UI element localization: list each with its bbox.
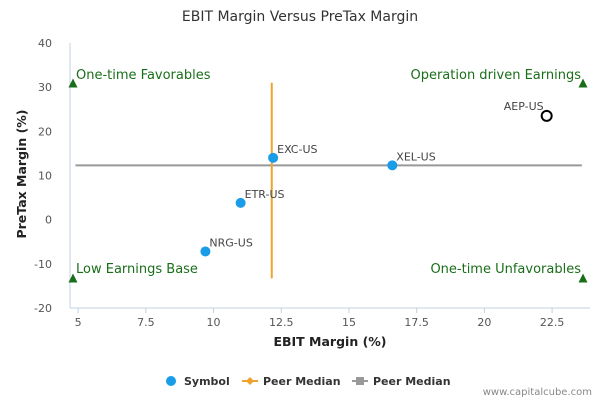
chart-title: EBIT Margin Versus PreTax Margin (182, 9, 418, 25)
y-axis-title: PreTax Margin (%) (14, 109, 29, 238)
data-point (387, 160, 398, 171)
legend-label: Peer Median (373, 375, 451, 388)
x-tick-label: 10 (207, 316, 221, 329)
x-tick-label: 15 (342, 316, 356, 329)
legend-label: Symbol (184, 375, 230, 388)
y-tick-label: 0 (45, 214, 52, 227)
legend-marker-square (356, 377, 364, 385)
legend-label: Peer Median (263, 375, 341, 388)
y-tick-label: -10 (34, 258, 52, 271)
legend-marker-diamond (246, 377, 254, 385)
quadrant-label: One-time Favorables (76, 68, 211, 83)
x-tick-label: 12.5 (269, 316, 294, 329)
y-tick-label: 20 (38, 125, 52, 138)
credit-text: www.capitalcube.com (483, 387, 592, 398)
x-tick-label: 7.5 (137, 316, 155, 329)
y-tick-label: -20 (34, 302, 52, 315)
data-point (268, 152, 279, 163)
quadrant-marker-triangle (578, 78, 588, 88)
data-point-label: AEP-US (504, 100, 544, 113)
data-point (235, 197, 246, 208)
quadrant-marker-triangle (578, 273, 588, 283)
legend-marker-circle (166, 376, 176, 386)
y-tick-label: 40 (38, 37, 52, 50)
quadrant-marker-triangle (68, 78, 78, 88)
x-tick-label: 5 (75, 316, 82, 329)
quadrant-marker-triangle (68, 273, 78, 283)
data-point-label: XEL-US (396, 150, 435, 163)
data-point-label: EXC-US (277, 143, 317, 156)
x-tick-label: 17.5 (404, 316, 429, 329)
x-tick-label: 20 (477, 316, 491, 329)
data-point-label: NRG-US (209, 236, 252, 249)
quadrant-label: Operation driven Earnings (410, 68, 581, 83)
y-tick-label: 30 (38, 81, 52, 94)
legend: Symbol Peer Median Peer Median (166, 375, 451, 388)
data-point (540, 109, 553, 122)
x-axis-title: EBIT Margin (%) (273, 334, 386, 349)
data-point-label: ETR-US (245, 188, 285, 201)
y-tick-label: 10 (38, 170, 52, 183)
quadrant-label: Low Earnings Base (76, 262, 198, 277)
x-tick-label: 22.5 (540, 316, 565, 329)
data-point (200, 246, 211, 257)
plot-area: 5 7.5 10 12.5 15 17.5 20 22.5 40 30 20 10 0 -10 -20 One… (34, 37, 590, 329)
quadrant-label: One-time Unfavorables (430, 262, 581, 277)
